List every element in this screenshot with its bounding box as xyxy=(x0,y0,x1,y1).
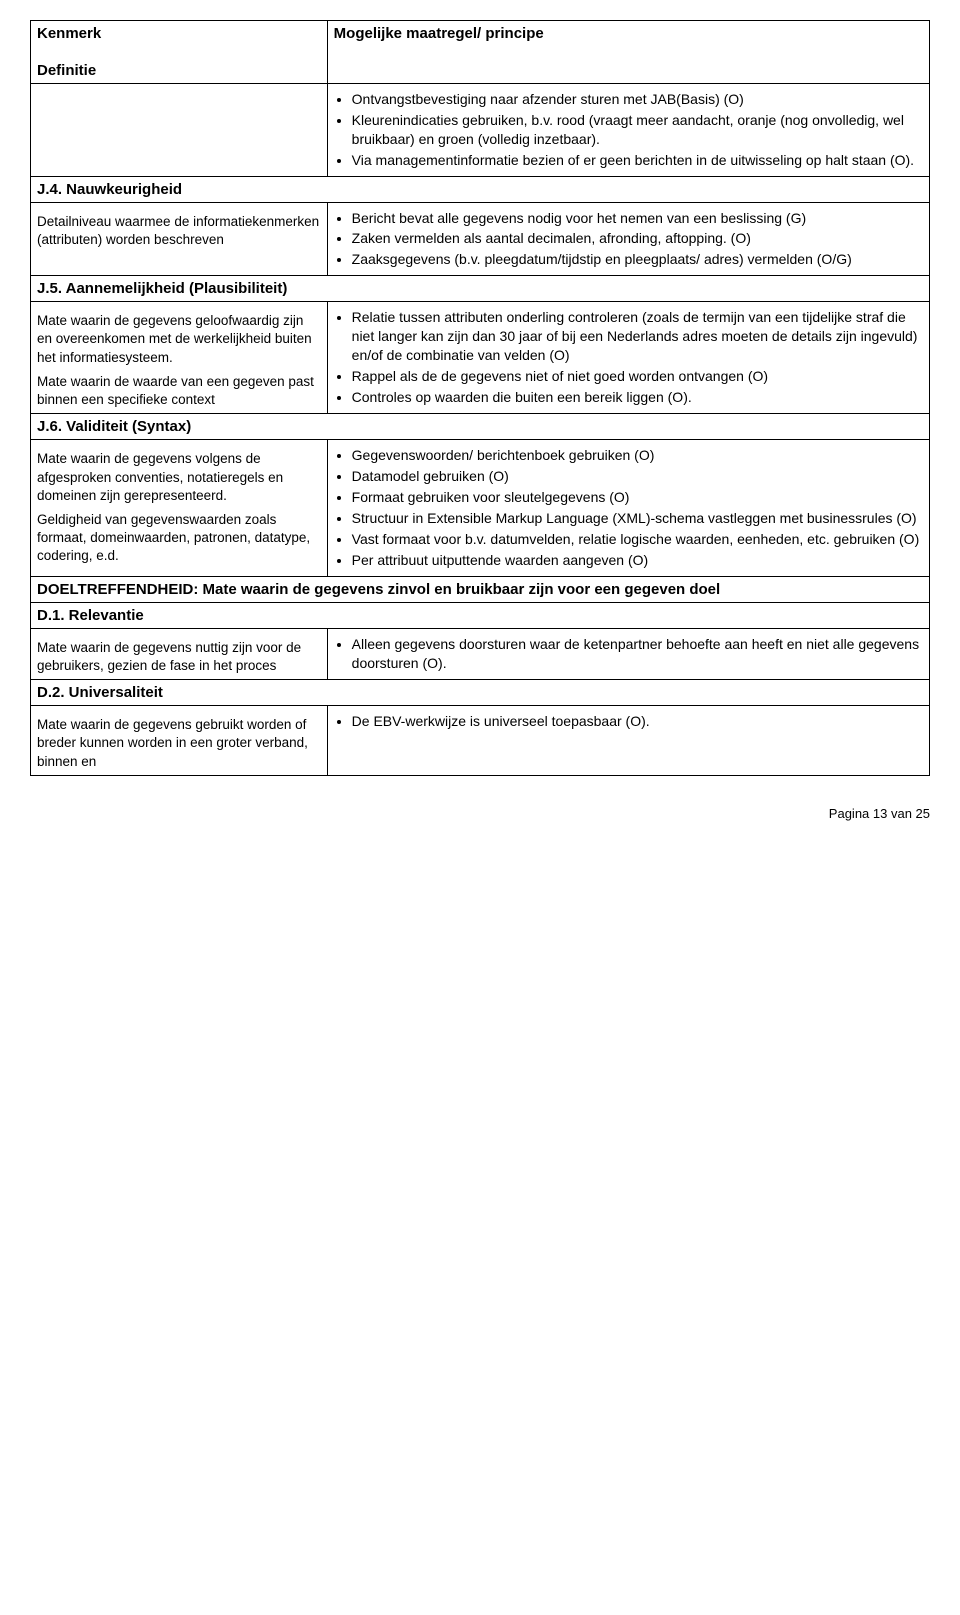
d1-title: D.1. Relevantie xyxy=(31,602,930,628)
kenmerk-label: Kenmerk xyxy=(37,25,321,42)
j6-definition-cell: Mate waarin de gegevens volgens de afges… xyxy=(31,440,328,576)
definitie-label: Definitie xyxy=(37,62,321,79)
j4-bullets-cell: Bericht bevat alle gegevens nodig voor h… xyxy=(327,202,929,276)
j4-bullets: Bericht bevat alle gegevens nodig voor h… xyxy=(352,209,923,270)
header-right: Mogelijke maatregel/ principe xyxy=(327,21,929,84)
list-item: Rappel als de de gegevens niet of niet g… xyxy=(352,367,923,386)
j5-row: Mate waarin de gegevens geloofwaardig zi… xyxy=(31,302,930,414)
j5-bullets-cell: Relatie tussen attributen onderling cont… xyxy=(327,302,929,414)
list-item: Vast formaat voor b.v. datumvelden, rela… xyxy=(352,530,923,549)
list-item: Alleen gegevens doorsturen waar de keten… xyxy=(352,635,923,673)
list-item: Datamodel gebruiken (O) xyxy=(352,467,923,486)
j4-title-row: J.4. Nauwkeurigheid xyxy=(31,176,930,202)
j6-bullets-cell: Gegevenswoorden/ berichtenboek gebruiken… xyxy=(327,440,929,576)
j4-definition-cell: Detailniveau waarmee de informatiekenmer… xyxy=(31,202,328,276)
doel-title-row: DOELTREFFENDHEID: Mate waarin de gegeven… xyxy=(31,576,930,602)
j6-title-row: J.6. Validiteit (Syntax) xyxy=(31,414,930,440)
list-item: Per attribuut uitputtende waarden aangev… xyxy=(352,551,923,570)
intro-left xyxy=(31,84,328,177)
list-item: Zaken vermelden als aantal decimalen, af… xyxy=(352,229,923,248)
d2-row: Mate waarin de gegevens gebruikt worden … xyxy=(31,706,930,776)
d1-definition-cell: Mate waarin de gegevens nuttig zijn voor… xyxy=(31,628,328,679)
j6-bullets: Gegevenswoorden/ berichtenboek gebruiken… xyxy=(352,446,923,569)
list-item: Ontvangstbevestiging naar afzender sture… xyxy=(352,90,923,109)
d2-title-row: D.2. Universaliteit xyxy=(31,680,930,706)
header-left: Kenmerk Definitie xyxy=(31,21,328,84)
d1-row: Mate waarin de gegevens nuttig zijn voor… xyxy=(31,628,930,679)
j6-definition2: Geldigheid van gegevenswaarden zoals for… xyxy=(37,511,321,566)
header-row: Kenmerk Definitie Mogelijke maatregel/ p… xyxy=(31,21,930,84)
list-item: Bericht bevat alle gegevens nodig voor h… xyxy=(352,209,923,228)
list-item: Via managementinformatie bezien of er ge… xyxy=(352,151,923,170)
j4-title: J.4. Nauwkeurigheid xyxy=(31,176,930,202)
list-item: Controles op waarden die buiten een bere… xyxy=(352,388,923,407)
list-item: Structuur in Extensible Markup Language … xyxy=(352,509,923,528)
j6-title: J.6. Validiteit (Syntax) xyxy=(31,414,930,440)
d2-definition-cell: Mate waarin de gegevens gebruikt worden … xyxy=(31,706,328,776)
j4-row: Detailniveau waarmee de informatiekenmer… xyxy=(31,202,930,276)
j6-definition1: Mate waarin de gegevens volgens de afges… xyxy=(37,450,321,505)
j5-title: J.5. Aannemelijkheid (Plausibiliteit) xyxy=(31,276,930,302)
d2-title: D.2. Universaliteit xyxy=(31,680,930,706)
d1-title-row: D.1. Relevantie xyxy=(31,602,930,628)
d1-bullets-cell: Alleen gegevens doorsturen waar de keten… xyxy=(327,628,929,679)
doel-title: DOELTREFFENDHEID: Mate waarin de gegeven… xyxy=(31,576,930,602)
j5-definition1: Mate waarin de gegevens geloofwaardig zi… xyxy=(37,312,321,367)
list-item: Zaaksgegevens (b.v. pleegdatum/tijdstip … xyxy=(352,250,923,269)
j6-row: Mate waarin de gegevens volgens de afges… xyxy=(31,440,930,576)
maatregel-label: Mogelijke maatregel/ principe xyxy=(334,25,544,42)
d1-definition: Mate waarin de gegevens nuttig zijn voor… xyxy=(37,639,321,675)
list-item: De EBV-werkwijze is universeel toepasbaa… xyxy=(352,712,923,731)
j4-definition: Detailniveau waarmee de informatiekenmer… xyxy=(37,213,321,249)
j5-bullets: Relatie tussen attributen onderling cont… xyxy=(352,308,923,406)
intro-right: Ontvangstbevestiging naar afzender sture… xyxy=(327,84,929,177)
d2-definition: Mate waarin de gegevens gebruikt worden … xyxy=(37,716,321,771)
j5-definition-cell: Mate waarin de gegevens geloofwaardig zi… xyxy=(31,302,328,414)
intro-row: Ontvangstbevestiging naar afzender sture… xyxy=(31,84,930,177)
j5-title-row: J.5. Aannemelijkheid (Plausibiliteit) xyxy=(31,276,930,302)
content-table: Kenmerk Definitie Mogelijke maatregel/ p… xyxy=(30,20,930,776)
list-item: Relatie tussen attributen onderling cont… xyxy=(352,308,923,365)
list-item: Gegevenswoorden/ berichtenboek gebruiken… xyxy=(352,446,923,465)
d2-bullets-cell: De EBV-werkwijze is universeel toepasbaa… xyxy=(327,706,929,776)
d2-bullets: De EBV-werkwijze is universeel toepasbaa… xyxy=(352,712,923,731)
list-item: Kleurenindicaties gebruiken, b.v. rood (… xyxy=(352,111,923,149)
d1-bullets: Alleen gegevens doorsturen waar de keten… xyxy=(352,635,923,673)
j5-definition2: Mate waarin de waarde van een gegeven pa… xyxy=(37,373,321,409)
page-footer: Pagina 13 van 25 xyxy=(30,806,930,821)
list-item: Formaat gebruiken voor sleutelgegevens (… xyxy=(352,488,923,507)
intro-bullets: Ontvangstbevestiging naar afzender sture… xyxy=(352,90,923,170)
